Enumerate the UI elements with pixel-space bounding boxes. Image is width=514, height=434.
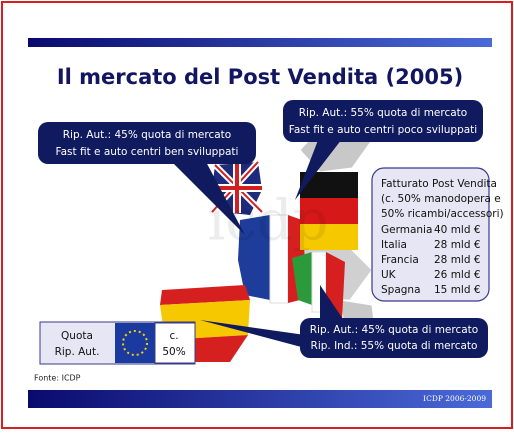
- eu-flag: [115, 323, 155, 363]
- callout-text: Fast fit e auto centri poco sviluppati: [289, 124, 477, 136]
- info-country: Italia: [381, 239, 407, 251]
- quota-box: Quota Rip. Aut. c. 50%: [39, 321, 196, 365]
- info-value: 28 mld €: [434, 239, 481, 251]
- callout-text: Rip. Aut.: 55% quota di mercato: [299, 107, 467, 119]
- slide-title: Il mercato del Post Vendita (2005): [57, 65, 463, 89]
- info-value: 15 mld €: [434, 284, 481, 296]
- quota-value: 50%: [162, 346, 185, 358]
- bottom-bar: [28, 390, 492, 408]
- info-country: Francia: [381, 254, 419, 266]
- quota-value: c.: [169, 330, 178, 342]
- france-flag-blue: [238, 215, 270, 300]
- footer: ICDP 2006-2009: [423, 394, 486, 403]
- info-country: Spagna: [381, 284, 421, 296]
- callout: Rip. Aut.: 55% quota di mercato Fast fit…: [283, 100, 483, 200]
- info-value: 26 mld €: [434, 269, 481, 281]
- info-box: Fatturato Post Vendita (c. 50% manodoper…: [371, 167, 504, 302]
- callout: Rip. Aut.: 45% quota di mercato Fast fit…: [38, 122, 256, 235]
- callout-text: Rip. Ind.: 55% quota di mercato: [311, 340, 478, 352]
- info-country: UK: [381, 269, 397, 281]
- spain-flag: [160, 285, 250, 305]
- callout-text: Rip. Aut.: 45% quota di mercato: [63, 129, 231, 141]
- info-value: 40 mld €: [434, 224, 481, 236]
- info-value: 28 mld €: [434, 254, 481, 266]
- info-country: Germania: [381, 224, 432, 236]
- quota-label: Rip. Aut.: [55, 346, 100, 358]
- quota-label: Quota: [61, 330, 93, 342]
- callout: Rip. Aut.: 45% quota di mercato Rip. Ind…: [200, 285, 488, 358]
- source: Fonte: ICDP: [34, 374, 81, 383]
- svg-text:icdp: icdp: [208, 189, 329, 254]
- callout-text: Fast fit e auto centri ben sviluppati: [56, 146, 239, 158]
- italy-flag: [292, 252, 312, 305]
- callout-text: Rip. Aut.: 45% quota di mercato: [310, 324, 478, 336]
- top-bar: [28, 38, 492, 47]
- info-heading: Fatturato Post Vendita: [381, 178, 497, 190]
- info-heading: (c. 50% manodopera e: [381, 193, 501, 205]
- info-heading: 50% ricambi/accessori): [381, 208, 504, 220]
